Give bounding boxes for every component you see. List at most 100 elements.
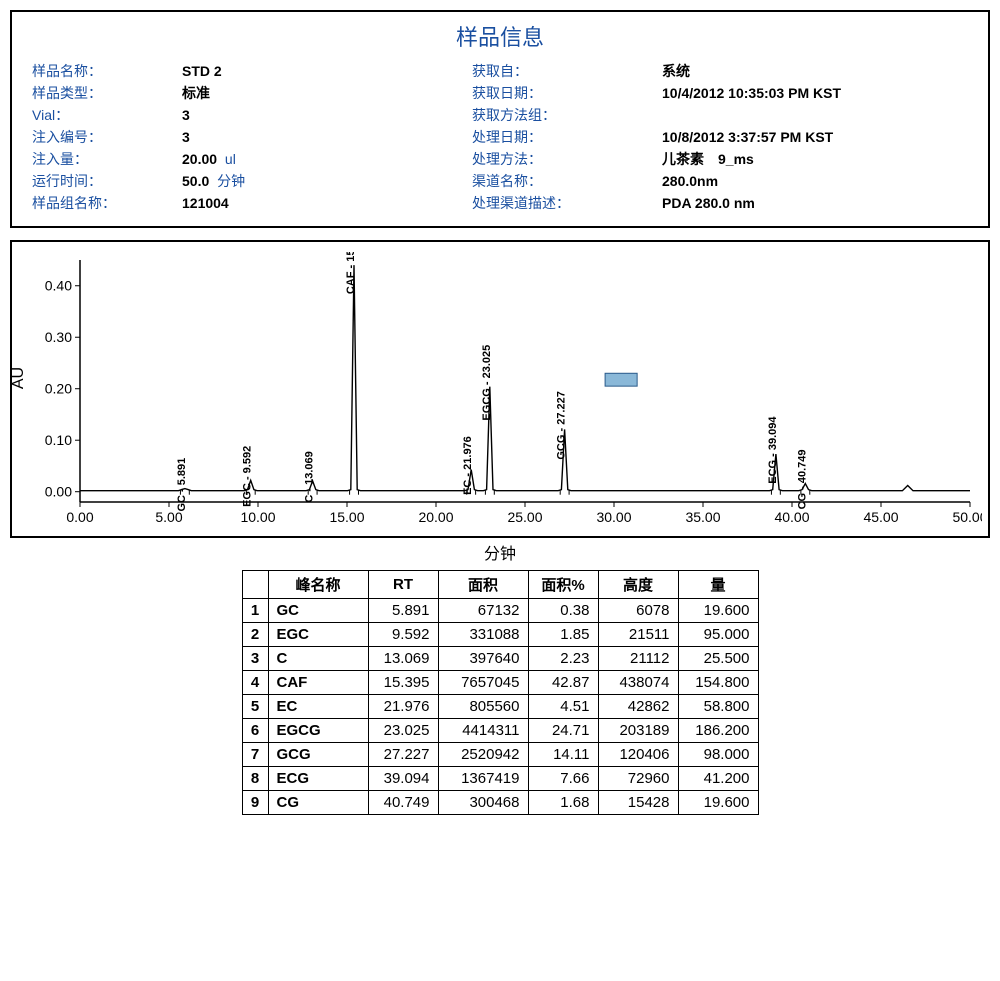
svg-text:GCG - 27.227: GCG - 27.227 (556, 391, 568, 459)
table-cell: 0.38 (528, 599, 598, 623)
info-row: 样品组名称： (32, 192, 172, 214)
info-row: 处理日期： (472, 126, 652, 148)
table-cell: 1.68 (528, 791, 598, 815)
sample-info-grid: 样品名称：样品类型：Vial：注入编号：注入量：运行时间：样品组名称： STD … (32, 60, 968, 214)
table-cell: 23.025 (368, 719, 438, 743)
svg-text:0.00: 0.00 (66, 509, 93, 525)
sample-info-panel: 样品信息 样品名称：样品类型：Vial：注入编号：注入量：运行时间：样品组名称：… (10, 10, 990, 228)
results-table: 峰名称RT面积面积%高度量1GC5.891671320.38607819.600… (242, 570, 759, 815)
info-row: 注入编号： (32, 126, 172, 148)
table-cell: 39.094 (368, 767, 438, 791)
table-row: 8ECG39.09413674197.667296041.200 (242, 767, 758, 791)
svg-text:40.00: 40.00 (774, 509, 809, 525)
info-left-values: STD 2标准3320.00 ul50.0 分钟121004 (182, 60, 462, 214)
svg-text:0.40: 0.40 (45, 278, 72, 294)
info-row: 10/8/2012 3:37:57 PM KST (662, 126, 968, 148)
svg-text:C - 13.069: C - 13.069 (304, 451, 316, 502)
table-cell: 42.87 (528, 671, 598, 695)
table-cell: 8 (242, 767, 268, 791)
peak-label: CAF - 15.395 (345, 252, 357, 294)
table-cell: 2.23 (528, 647, 598, 671)
info-row: 获取日期： (472, 82, 652, 104)
table-cell: 67132 (438, 599, 528, 623)
table-cell: 9 (242, 791, 268, 815)
svg-text:35.00: 35.00 (685, 509, 720, 525)
table-cell: 1367419 (438, 767, 528, 791)
table-row: 5EC21.9768055604.514286258.800 (242, 695, 758, 719)
table-cell: 19.600 (678, 599, 758, 623)
info-row: 50.0 分钟 (182, 170, 462, 192)
table-cell: 7657045 (438, 671, 528, 695)
table-cell: EGCG (268, 719, 368, 743)
table-cell: 203189 (598, 719, 678, 743)
info-row: 获取方法组： (472, 104, 652, 126)
table-cell: 27.227 (368, 743, 438, 767)
table-cell: 1 (242, 599, 268, 623)
svg-text:0.20: 0.20 (45, 381, 72, 397)
table-cell: 72960 (598, 767, 678, 791)
peak-label: EGCG - 23.025 (481, 345, 493, 421)
table-cell: 397640 (438, 647, 528, 671)
table-header: 峰名称 (268, 571, 368, 599)
table-cell: 25.500 (678, 647, 758, 671)
peak-label: EGC - 9.592 (242, 446, 254, 507)
info-row: 系统 (662, 60, 968, 82)
table-cell: 300468 (438, 791, 528, 815)
table-row: 4CAF15.395765704542.87438074154.800 (242, 671, 758, 695)
info-row: 3 (182, 126, 462, 148)
info-row: 渠道名称： (472, 170, 652, 192)
info-row: 标准 (182, 82, 462, 104)
info-row: 注入量： (32, 148, 172, 170)
info-row: 10/4/2012 10:35:03 PM KST (662, 82, 968, 104)
table-cell: 6 (242, 719, 268, 743)
peak-label: GC - 5.891 (176, 458, 188, 512)
chart-marker-rect (605, 373, 637, 386)
info-row: 3 (182, 104, 462, 126)
table-row: 1GC5.891671320.38607819.600 (242, 599, 758, 623)
svg-text:0.00: 0.00 (45, 484, 72, 500)
table-row: 6EGCG23.025441431124.71203189186.200 (242, 719, 758, 743)
peak-label: EC - 21.976 (462, 436, 474, 495)
table-header: 面积 (438, 571, 528, 599)
svg-text:EGCG - 23.025: EGCG - 23.025 (481, 345, 493, 421)
table-cell: 24.71 (528, 719, 598, 743)
sample-info-title: 样品信息 (32, 20, 968, 52)
peak-label: ECG - 39.094 (767, 416, 779, 484)
table-cell: 15428 (598, 791, 678, 815)
svg-text:15.00: 15.00 (329, 509, 364, 525)
table-cell: EGC (268, 623, 368, 647)
table-cell: 95.000 (678, 623, 758, 647)
svg-text:50.00: 50.00 (952, 509, 982, 525)
table-cell: 805560 (438, 695, 528, 719)
info-row: 运行时间： (32, 170, 172, 192)
y-axis-label: AU (10, 367, 28, 389)
table-cell: 58.800 (678, 695, 758, 719)
table-cell: 40.749 (368, 791, 438, 815)
svg-text:25.00: 25.00 (507, 509, 542, 525)
peak-label: GCG - 27.227 (556, 391, 568, 459)
table-cell: 1.85 (528, 623, 598, 647)
table-cell: 331088 (438, 623, 528, 647)
table-cell: 42862 (598, 695, 678, 719)
svg-text:20.00: 20.00 (418, 509, 453, 525)
table-header: 高度 (598, 571, 678, 599)
table-cell: 186.200 (678, 719, 758, 743)
table-cell: 15.395 (368, 671, 438, 695)
table-cell: 2 (242, 623, 268, 647)
table-cell: 21.976 (368, 695, 438, 719)
table-cell: 14.11 (528, 743, 598, 767)
table-header: 量 (678, 571, 758, 599)
table-cell: CAF (268, 671, 368, 695)
info-row: 儿茶素 9_ms (662, 148, 968, 170)
info-right-values: 系统10/4/2012 10:35:03 PM KST 10/8/2012 3:3… (662, 60, 968, 214)
chromatogram-trace (80, 265, 970, 491)
table-header (242, 571, 268, 599)
table-cell: 5 (242, 695, 268, 719)
table-row: 7GCG27.227252094214.1112040698.000 (242, 743, 758, 767)
svg-text:10.00: 10.00 (240, 509, 275, 525)
table-header: RT (368, 571, 438, 599)
svg-text:EC - 21.976: EC - 21.976 (462, 436, 474, 495)
table-cell: 5.891 (368, 599, 438, 623)
info-row: 样品类型： (32, 82, 172, 104)
table-cell: CG (268, 791, 368, 815)
